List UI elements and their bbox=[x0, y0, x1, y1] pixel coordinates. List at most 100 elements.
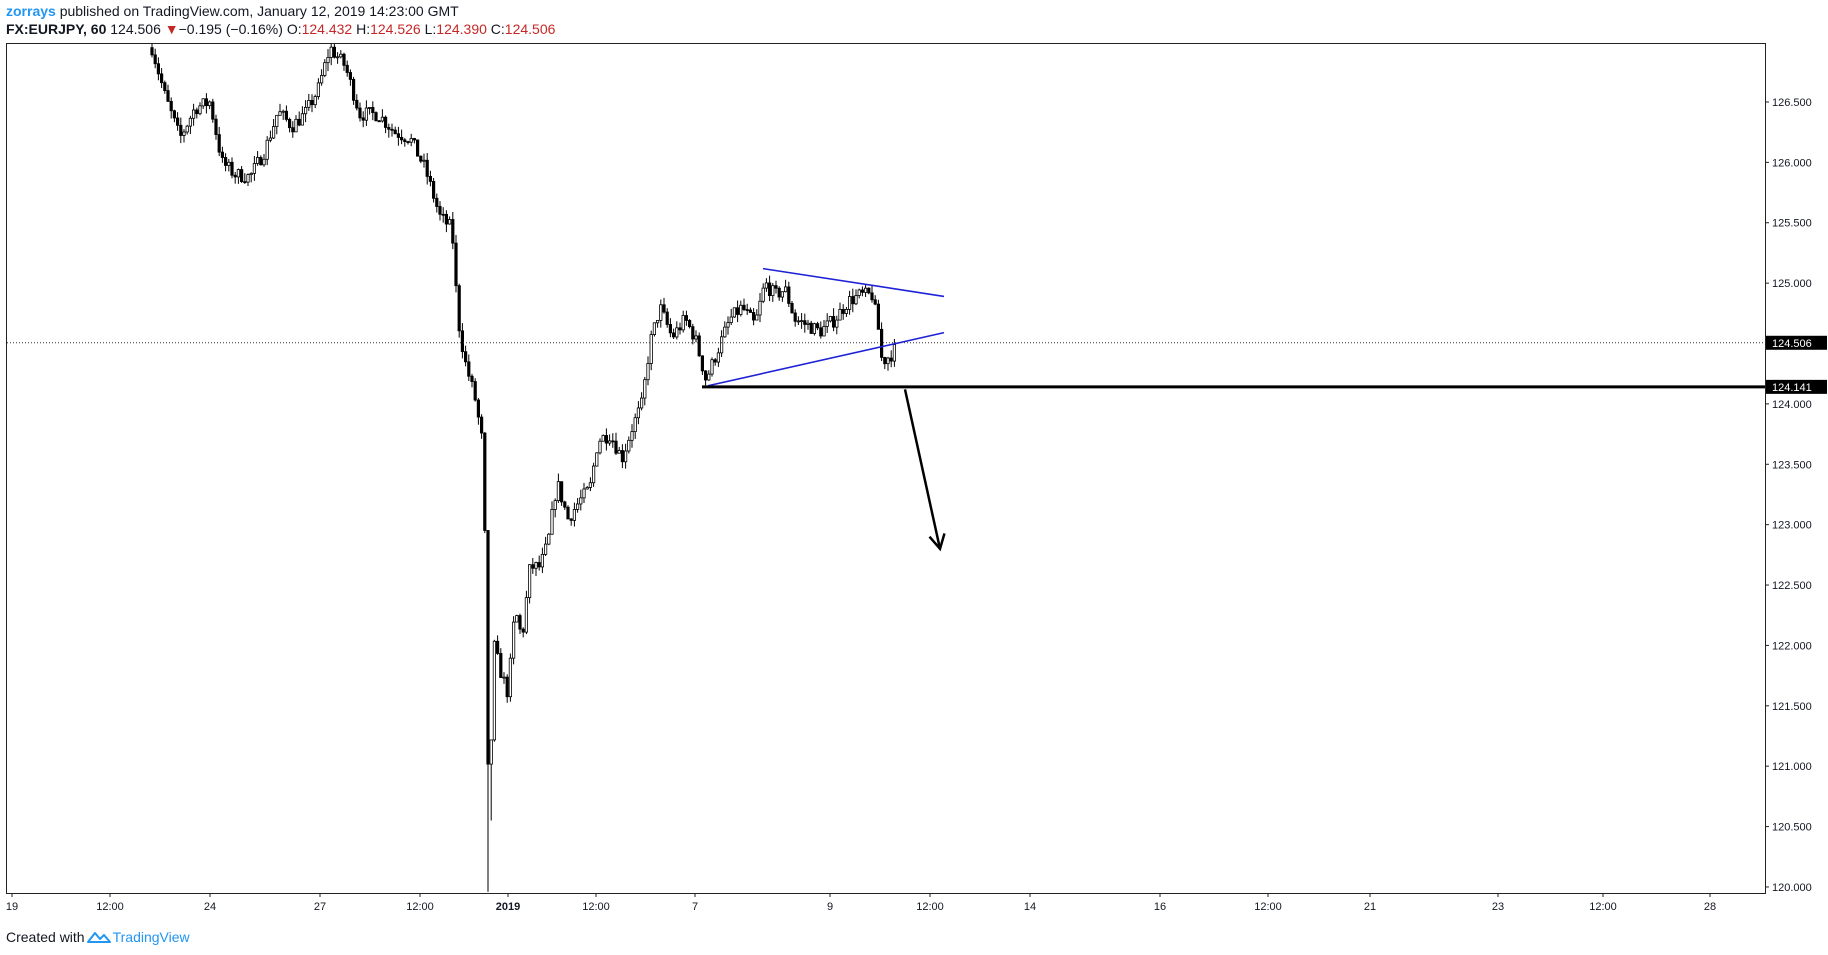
candle-body bbox=[582, 488, 586, 499]
candle-body bbox=[172, 110, 176, 119]
candle-body bbox=[483, 432, 487, 531]
candle-body bbox=[367, 106, 372, 109]
candle-body bbox=[422, 159, 426, 162]
candle-body bbox=[364, 107, 369, 121]
close-value: 124.506 bbox=[504, 21, 556, 37]
tradingview-brand-text: TradingView bbox=[112, 929, 190, 945]
candle-body bbox=[512, 621, 516, 659]
candle-body bbox=[768, 282, 772, 296]
candle-body bbox=[684, 315, 689, 321]
candle-body bbox=[790, 303, 794, 314]
candle-body bbox=[319, 75, 324, 84]
candle-body bbox=[748, 309, 753, 313]
candle-body bbox=[588, 482, 593, 488]
candle-body bbox=[553, 500, 557, 510]
lower-trendline[interactable] bbox=[707, 331, 945, 387]
time-tick-label: 27 bbox=[314, 901, 326, 913]
candle-body bbox=[479, 416, 484, 434]
candle-body bbox=[880, 328, 884, 358]
price-tick-label: 122.000 bbox=[1772, 640, 1812, 652]
candle-body bbox=[803, 320, 807, 325]
candle-body bbox=[774, 285, 778, 289]
price-tick-label: 124.000 bbox=[1772, 399, 1812, 411]
created-with-text: Created with bbox=[6, 929, 85, 945]
candle-body bbox=[166, 90, 170, 102]
candle-body bbox=[287, 118, 292, 129]
time-tick-label: 12:00 bbox=[406, 901, 434, 913]
candle-body bbox=[688, 320, 692, 328]
candle-body bbox=[198, 105, 202, 115]
candle-body bbox=[809, 322, 813, 334]
candle-body bbox=[415, 139, 420, 157]
down-arrow-icon: ▼ bbox=[164, 21, 179, 37]
price-axis[interactable]: 126.500126.000125.500125.000124.500124.0… bbox=[1765, 97, 1812, 894]
candle-body bbox=[579, 497, 583, 505]
candle-body bbox=[399, 137, 404, 141]
last-price-badge bbox=[1766, 335, 1827, 350]
candle-body bbox=[636, 407, 641, 419]
candle-body bbox=[854, 295, 858, 305]
candle-body bbox=[704, 370, 708, 381]
candle-body bbox=[585, 487, 589, 490]
candle-body bbox=[457, 285, 461, 332]
time-axis[interactable]: 19 12:00 24 27 12:00 2019 12:00 7 9 12:00 14 16 12:0… bbox=[6, 893, 1716, 913]
candle-body bbox=[179, 124, 183, 136]
drawings-group[interactable] bbox=[7, 267, 1765, 552]
candle-body bbox=[467, 361, 471, 377]
upper-trendline[interactable] bbox=[762, 267, 945, 298]
candle-body bbox=[729, 316, 733, 323]
candle-body bbox=[569, 518, 573, 521]
candle-body bbox=[294, 118, 298, 133]
author-link[interactable]: zorrays bbox=[6, 3, 56, 19]
candle-body bbox=[640, 397, 644, 409]
candle-body bbox=[233, 174, 237, 178]
low-value: 124.390 bbox=[436, 21, 487, 37]
down-arrow-shaft[interactable] bbox=[903, 389, 942, 550]
time-tick-label: 12:00 bbox=[916, 901, 944, 913]
candle-body bbox=[169, 100, 173, 112]
candle-body bbox=[207, 101, 212, 107]
last-price: 124.506 bbox=[110, 21, 161, 37]
candle-body bbox=[723, 326, 727, 338]
candle-body bbox=[643, 379, 647, 399]
tradingview-brand[interactable]: TradingView bbox=[86, 928, 190, 946]
publish-line: zorrays published on TradingView.com, Ja… bbox=[6, 3, 459, 20]
candle-body bbox=[630, 431, 634, 441]
candle-body bbox=[547, 533, 551, 545]
candle-body bbox=[851, 296, 855, 305]
candle-body bbox=[499, 653, 503, 678]
candle-body bbox=[246, 174, 250, 183]
candle-body bbox=[419, 155, 423, 162]
time-tick-label: 21 bbox=[1364, 901, 1376, 913]
candle-body bbox=[438, 206, 442, 215]
candle-body bbox=[886, 357, 890, 365]
candle-body bbox=[691, 326, 695, 340]
open-label: O: bbox=[286, 21, 302, 37]
candle-body bbox=[489, 739, 493, 765]
time-tick-label: 2019 bbox=[496, 901, 520, 913]
candle-body bbox=[265, 139, 269, 160]
close-label: C: bbox=[490, 21, 505, 37]
candle-body bbox=[528, 564, 532, 599]
price-tick-label: 120.500 bbox=[1772, 822, 1812, 834]
candle-body bbox=[460, 330, 465, 353]
candle-body bbox=[892, 344, 897, 362]
candle-body bbox=[864, 287, 868, 293]
price-tick-label: 120.000 bbox=[1772, 882, 1812, 894]
price-tick-label: 126.500 bbox=[1772, 97, 1812, 109]
candle-body bbox=[214, 118, 218, 135]
candle-body bbox=[508, 657, 513, 698]
candle-body bbox=[435, 197, 439, 207]
candle-body bbox=[361, 117, 365, 121]
candle-body bbox=[678, 327, 682, 331]
candle-body bbox=[860, 289, 865, 293]
candle-body bbox=[239, 169, 244, 183]
candle-body bbox=[710, 359, 714, 375]
candle-body bbox=[444, 213, 449, 225]
candle-body bbox=[223, 157, 228, 166]
candles-group bbox=[150, 44, 897, 892]
candle-body bbox=[156, 63, 160, 75]
candle-body bbox=[672, 332, 676, 338]
candle-body bbox=[217, 134, 221, 153]
